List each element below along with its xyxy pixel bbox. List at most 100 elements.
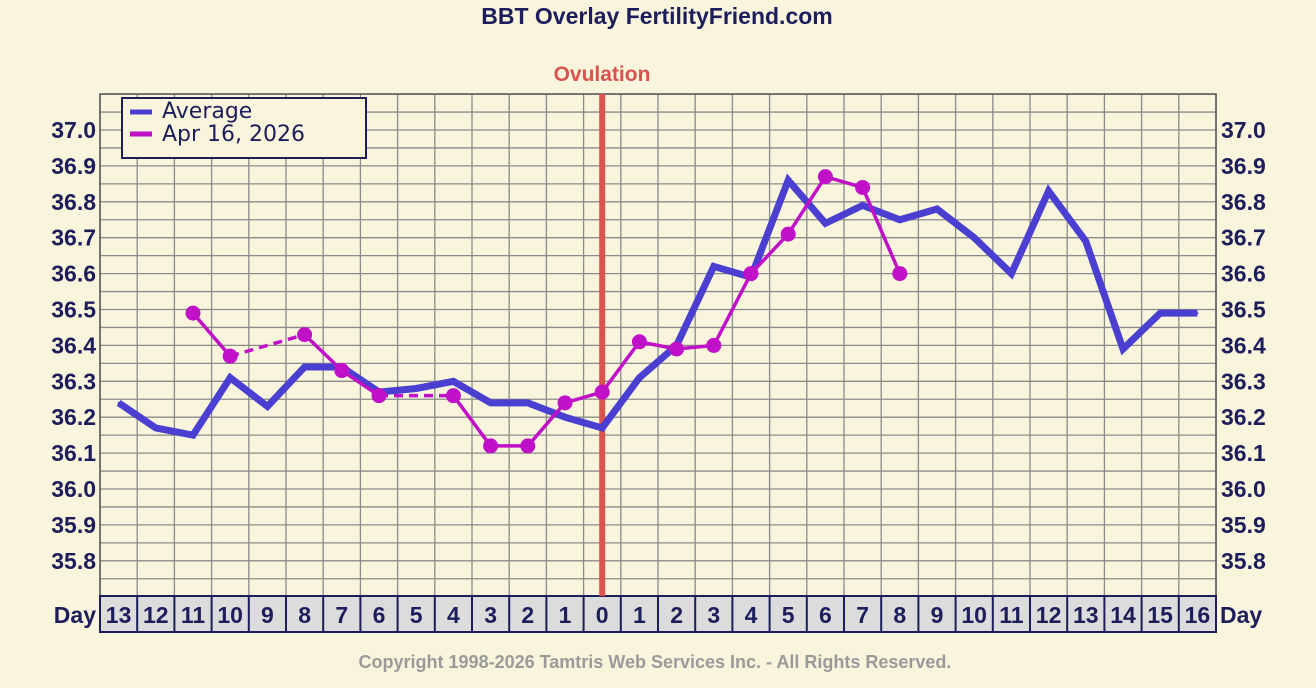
x-tick-label: 1 <box>559 602 572 628</box>
series-apr-16-2026 <box>185 169 908 454</box>
average-point <box>564 416 566 419</box>
y-tick-label-right: 36.9 <box>1221 153 1266 179</box>
y-tick-label-right: 36.0 <box>1221 476 1266 502</box>
apr-16-2026-point <box>483 438 499 454</box>
x-tick-label: 2 <box>521 602 534 628</box>
y-tick-label-right: 36.1 <box>1221 440 1266 466</box>
apr-16-2026-point <box>557 395 573 411</box>
y-tick-label-right: 36.5 <box>1221 297 1266 323</box>
average-point <box>1159 312 1162 315</box>
y-tick-label-left: 36.9 <box>51 153 96 179</box>
apr-16-2026-point <box>669 341 685 357</box>
apr-16-2026-segment <box>526 401 567 448</box>
average-point <box>1010 272 1013 275</box>
y-tick-label-right: 36.4 <box>1221 332 1266 358</box>
apr-16-2026-segment <box>191 311 232 358</box>
apr-16-2026-segment <box>860 186 902 275</box>
apr-16-2026-segment <box>749 232 790 275</box>
x-tick-label: 11 <box>999 602 1024 628</box>
x-tick-label: 11 <box>181 602 206 628</box>
series-average <box>116 173 1199 440</box>
average-point <box>861 204 864 207</box>
chart-title: BBT Overlay FertilityFriend.com <box>481 3 832 29</box>
average-point <box>601 426 604 429</box>
x-tick-label: 12 <box>143 602 169 628</box>
average-point <box>117 401 120 404</box>
y-tick-label-right: 36.6 <box>1221 261 1266 287</box>
x-tick-label: 3 <box>707 602 720 628</box>
day-axis-row: 13 12 11 10 9 8 7 6 5 4 3 2 1 0 1 2 3 4 5 6 7 8 9 10 11 12 13 14 15 1… <box>54 595 1262 633</box>
legend-box <box>121 97 367 159</box>
x-tick-label: 6 <box>373 602 386 628</box>
x-tick-label: 9 <box>261 602 274 628</box>
average-point <box>1122 347 1124 350</box>
y-tick-label-left: 36.5 <box>51 297 96 323</box>
y-tick-label-right: 35.9 <box>1221 512 1266 538</box>
average-point <box>1047 190 1050 193</box>
average-point <box>1084 240 1087 243</box>
y-tick-label-left: 36.8 <box>51 189 96 215</box>
x-tick-label: 14 <box>1110 602 1136 628</box>
x-tick-label: 2 <box>670 602 683 628</box>
y-tick-label-right: 36.8 <box>1221 189 1266 215</box>
x-tick-label: 4 <box>447 602 460 628</box>
average-point <box>898 218 901 221</box>
apr-16-2026-point <box>594 384 610 400</box>
ovulation-label: Ovulation <box>554 63 651 86</box>
x-tick-label: 5 <box>782 602 795 628</box>
average-point <box>415 387 418 390</box>
y-tick-label-left: 36.6 <box>51 261 96 287</box>
apr-16-2026-segment <box>712 272 753 347</box>
y-tick-label-left: 35.8 <box>51 548 96 574</box>
x-tick-label: 4 <box>745 602 758 628</box>
x-tick-label: 10 <box>961 602 987 628</box>
apr-16-2026-point <box>743 266 759 282</box>
y-tick-label-right: 36.3 <box>1221 368 1266 394</box>
apr-16-2026-point <box>222 348 238 364</box>
apr-16-2026-segment <box>786 175 827 236</box>
y-tick-label-left: 35.9 <box>51 512 96 538</box>
x-tick-label: 6 <box>819 602 832 628</box>
y-tick-label-left: 36.3 <box>51 368 96 394</box>
average-point <box>452 380 455 383</box>
average-point <box>1196 312 1199 315</box>
apr-16-2026-point <box>706 337 722 353</box>
x-axis-label-right: Day <box>1220 602 1262 628</box>
y-tick-label-left: 36.4 <box>51 332 96 358</box>
grid-lines <box>99 93 1217 597</box>
x-tick-label: 3 <box>484 602 497 628</box>
average-point <box>154 426 157 429</box>
apr-16-2026-point <box>371 388 387 404</box>
x-tick-label: 13 <box>106 602 132 628</box>
y-tick-label-right: 37.0 <box>1221 117 1266 143</box>
y-axis-left: 37.0 36.9 36.8 36.7 36.6 36.5 36.4 36.3 36.2 36.1… <box>51 117 96 574</box>
apr-16-2026-point <box>185 305 201 321</box>
average-point <box>973 236 976 239</box>
y-tick-label-right: 36.7 <box>1221 225 1266 251</box>
x-tick-label: 0 <box>596 602 609 628</box>
average-point <box>526 401 529 404</box>
x-tick-label: 8 <box>298 602 311 628</box>
x-tick-label: 7 <box>856 602 869 628</box>
x-tick-label: 8 <box>893 602 906 628</box>
apr-16-2026-point <box>631 334 647 350</box>
apr-16-2026-point <box>855 179 871 195</box>
average-point <box>192 434 194 437</box>
legend-label-average: Average <box>162 99 252 124</box>
y-tick-label-left: 36.1 <box>51 440 96 466</box>
apr-16-2026-point <box>445 388 461 404</box>
average-point <box>712 265 715 268</box>
y-tick-label-left: 36.2 <box>51 404 96 430</box>
x-axis-label-left: Day <box>54 602 96 628</box>
y-tick-label-right: 35.8 <box>1221 548 1266 574</box>
apr-16-2026-point <box>520 438 536 454</box>
average-point <box>787 179 790 182</box>
average-point <box>489 401 492 404</box>
apr-16-2026-point <box>780 226 796 242</box>
average-point <box>266 405 269 408</box>
average-point <box>229 376 232 379</box>
y-tick-label-left: 37.0 <box>51 117 96 143</box>
x-tick-label: 12 <box>1036 602 1062 628</box>
x-tick-label: 15 <box>1147 602 1173 628</box>
